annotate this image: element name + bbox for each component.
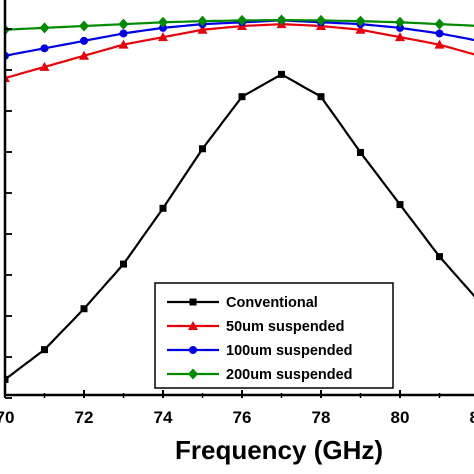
data-point <box>119 29 128 38</box>
legend-swatch-marker <box>189 298 197 306</box>
legend: Conventional 50um suspended 100um suspende… <box>154 282 394 389</box>
data-point <box>41 346 48 354</box>
x-tick-label: 82 <box>470 408 474 427</box>
data-point <box>39 22 50 34</box>
data-point <box>317 93 325 101</box>
series-line <box>5 74 474 381</box>
series-1 <box>5 70 474 383</box>
legend-swatch-marker <box>188 321 198 330</box>
x-tick-label: 74 <box>154 408 173 427</box>
legend-entry: Conventional <box>167 295 318 311</box>
plot-series-group <box>5 14 474 383</box>
legend-label: 100um suspended <box>226 343 353 359</box>
data-point <box>357 148 364 156</box>
data-point <box>159 204 167 212</box>
data-point <box>278 70 285 78</box>
legend-label: 200um suspended <box>226 367 353 383</box>
data-point <box>276 14 287 26</box>
x-axis: 70 72 74 76 78 80 82 <box>0 28 474 427</box>
data-point <box>237 14 247 26</box>
data-point <box>197 24 208 34</box>
data-point <box>80 36 88 45</box>
legend-label: 50um suspended <box>226 319 344 335</box>
series-line <box>5 19 474 57</box>
legend-swatch-marker <box>189 346 197 354</box>
data-point <box>395 16 405 28</box>
data-point <box>434 39 445 49</box>
x-axis-title: Frequency (GHz) <box>175 435 383 465</box>
data-point <box>158 16 168 28</box>
data-point <box>436 253 443 261</box>
plot-frame <box>3 0 474 397</box>
data-point <box>396 201 404 209</box>
x-tick-label: 80 <box>391 408 410 427</box>
legend-entry: 200um suspended <box>167 367 353 383</box>
data-point <box>395 32 405 42</box>
series-line <box>5 19 474 31</box>
series-line <box>5 23 474 80</box>
data-point <box>79 20 89 32</box>
data-point <box>5 375 9 383</box>
data-point <box>355 15 366 27</box>
legend-entry: 50um suspended <box>167 319 344 335</box>
data-point <box>159 23 167 32</box>
data-point <box>238 93 246 101</box>
x-tick-label: 72 <box>75 408 94 427</box>
data-point <box>316 14 326 26</box>
data-point <box>435 29 444 38</box>
data-point <box>80 305 88 313</box>
data-point <box>40 44 49 53</box>
data-point <box>79 50 89 60</box>
x-tick-label: 76 <box>233 408 252 427</box>
x-tick-label: 78 <box>312 408 331 427</box>
data-point <box>158 32 168 42</box>
x-tick-label: 70 <box>0 408 14 427</box>
data-point <box>434 18 445 30</box>
data-point <box>199 145 206 153</box>
legend-label: Conventional <box>226 295 318 311</box>
data-point <box>118 39 129 49</box>
data-point <box>118 18 129 30</box>
data-point <box>39 61 50 71</box>
data-point <box>197 15 208 27</box>
series-4 <box>5 14 474 36</box>
legend-entry: 100um suspended <box>167 343 353 359</box>
data-point <box>355 24 366 34</box>
data-point <box>396 23 404 32</box>
data-point <box>120 260 127 268</box>
legend-swatch-marker <box>188 368 198 380</box>
